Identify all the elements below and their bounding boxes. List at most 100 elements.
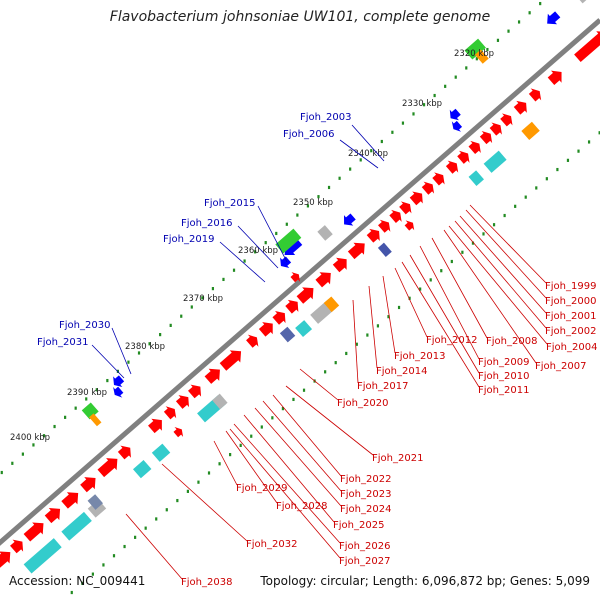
callout-leader	[91, 344, 125, 379]
forward-cds-arrow	[219, 350, 242, 371]
gene-label: Fjoh_2032	[246, 539, 297, 550]
callout-leader	[229, 428, 341, 559]
gene-callouts: Fjoh_2003 Fjoh_2006 Fjoh_2015 Fjoh_2016 Fjoh…	[37, 112, 597, 588]
tick-mark	[102, 563, 105, 567]
kbp-tick-label: 2400 kbp	[10, 433, 50, 443]
tick-mark	[370, 149, 373, 153]
cog-block	[317, 225, 333, 241]
callout-leader	[254, 407, 342, 507]
gene-label: Fjoh_2017	[357, 381, 408, 392]
tick-mark	[539, 1, 542, 6]
gene-label: Fjoh_2000	[545, 296, 596, 307]
tick-mark	[545, 177, 548, 181]
tick-mark	[159, 332, 162, 337]
tick-mark	[359, 158, 362, 162]
gene-label: Fjoh_2026	[339, 541, 390, 552]
forward-cds-arrow	[432, 172, 445, 186]
accession-label: Accession: NC_009441	[9, 574, 146, 588]
gene-label: Fjoh_2023	[340, 489, 391, 500]
tick-mark	[355, 342, 358, 346]
tick-mark	[239, 443, 242, 447]
tick-mark	[514, 204, 517, 208]
tick-mark	[11, 461, 14, 465]
tick-mark	[144, 526, 147, 530]
forward-cds-arrow	[479, 131, 493, 145]
forward-cds-arrow	[547, 70, 562, 86]
tick-mark	[556, 167, 559, 172]
tick-mark	[0, 470, 3, 475]
tick-mark	[306, 204, 310, 208]
tick-mark	[169, 323, 172, 327]
forward-cds-arrow	[272, 311, 286, 325]
callout-leader	[465, 209, 547, 299]
gene-label: Fjoh_2011	[478, 385, 529, 396]
gene-label: Fjoh_2006	[283, 129, 334, 140]
reverse-cds-arrow	[280, 256, 292, 269]
tick-mark	[349, 167, 352, 171]
gene-label: Fjoh_2009	[478, 357, 529, 368]
callout-leader	[469, 204, 547, 284]
callout-leader	[237, 225, 279, 269]
gene-label: Fjoh_2013	[394, 351, 445, 362]
tick-mark	[408, 296, 411, 300]
genome-backbone	[0, 18, 600, 546]
tick-mark	[422, 103, 426, 107]
forward-cds-arrow	[421, 181, 435, 195]
forward-cds-arrow	[574, 31, 600, 63]
forward-cds-arrow	[246, 334, 259, 348]
tick-mark	[81, 581, 84, 585]
gene-label: Fjoh_2010	[478, 371, 529, 382]
kbp-tick-label: 2320 kbp	[454, 49, 494, 59]
gene-label: Fjoh_2024	[340, 504, 391, 515]
tick-mark	[243, 259, 246, 263]
cog-block	[483, 150, 507, 173]
forward-cds-arrow	[457, 150, 470, 164]
tick-mark	[535, 186, 538, 190]
tick-mark	[334, 361, 337, 365]
gene-label: Fjoh_2015	[204, 198, 255, 209]
callout-leader	[443, 229, 537, 364]
forward-cds-arrow	[513, 100, 527, 115]
tick-mark	[134, 535, 137, 539]
forward-cds-arrow	[61, 492, 79, 509]
callout-leader	[125, 513, 183, 580]
tick-mark	[264, 241, 267, 245]
callout-leader	[339, 139, 379, 169]
callout-leader	[299, 368, 339, 401]
callout-leader	[394, 267, 428, 338]
tick-mark	[155, 517, 158, 521]
tick-mark	[21, 452, 24, 456]
outer-tick-track	[0, 1, 542, 475]
kbp-tick-label: 2390 kbp	[67, 388, 107, 398]
cog-block	[151, 443, 171, 462]
tick-mark	[444, 84, 447, 88]
tick-mark	[492, 223, 496, 227]
cog-block	[464, 38, 486, 60]
tick-mark	[250, 434, 253, 438]
forward-cds-arrow	[389, 209, 402, 223]
tick-mark	[486, 47, 489, 52]
callout-leader	[351, 124, 385, 162]
forward-cds-arrow	[468, 140, 481, 154]
tick-mark	[95, 388, 98, 392]
tick-mark	[327, 185, 331, 190]
tick-mark	[461, 250, 464, 254]
callout-leader	[454, 220, 547, 329]
gene-label: Fjoh_2028	[276, 501, 327, 512]
tick-mark	[391, 130, 394, 134]
tick-mark	[53, 424, 56, 429]
cog-block	[574, 0, 592, 4]
tick-mark	[42, 434, 46, 438]
kbp-tick-label: 2380 kbp	[125, 342, 165, 352]
forward-cds-arrow	[204, 368, 220, 384]
tick-mark	[180, 314, 183, 318]
callout-leader	[161, 463, 248, 542]
tick-mark	[218, 462, 221, 466]
tick-mark	[465, 66, 468, 70]
reverse-strand-cds	[113, 11, 561, 398]
gene-label: Fjoh_2002	[545, 326, 596, 337]
tick-mark	[74, 406, 77, 410]
tick-mark	[401, 121, 405, 125]
tick-mark	[496, 38, 500, 42]
tick-mark	[222, 277, 225, 282]
